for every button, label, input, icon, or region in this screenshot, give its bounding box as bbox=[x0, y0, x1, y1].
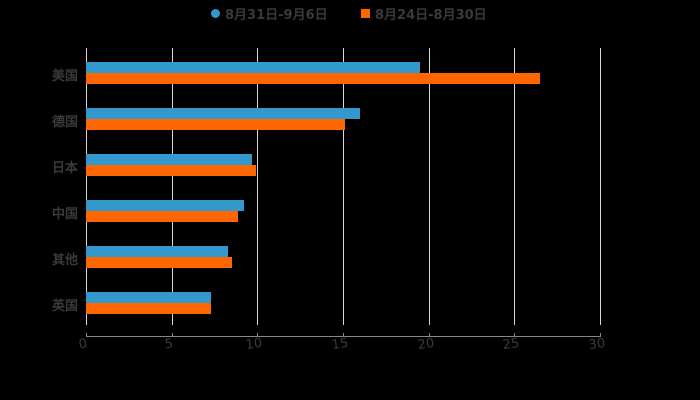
x-tick-label: 25 bbox=[501, 335, 521, 354]
bar-series-1[interactable] bbox=[86, 200, 244, 211]
x-tick-label: 5 bbox=[163, 336, 175, 353]
legend-label: 8月24日-8月30日 bbox=[375, 8, 487, 23]
legend-item-series-1[interactable]: 8月31日-9月6日 bbox=[211, 4, 328, 23]
x-tick bbox=[86, 333, 87, 337]
bar-series-1[interactable] bbox=[86, 108, 360, 119]
bar-series-2[interactable] bbox=[86, 257, 232, 268]
y-category-label: 其他 bbox=[51, 253, 78, 268]
x-tick bbox=[257, 333, 258, 337]
legend-item-series-2[interactable]: 8月24日-8月30日 bbox=[361, 4, 487, 23]
x-tick-label: 15 bbox=[330, 335, 350, 354]
bar-series-2[interactable] bbox=[86, 211, 238, 222]
bar-series-1[interactable] bbox=[86, 154, 252, 165]
gridline bbox=[343, 48, 344, 325]
y-category-label: 英国 bbox=[51, 299, 78, 314]
x-tick bbox=[600, 333, 601, 337]
bar-series-2[interactable] bbox=[86, 73, 540, 84]
y-category-label: 美国 bbox=[51, 69, 78, 84]
legend-label: 8月31日-9月6日 bbox=[225, 8, 328, 23]
legend-square-marker-icon bbox=[361, 9, 370, 18]
legend-circle-marker-icon bbox=[211, 9, 220, 18]
gridline bbox=[86, 48, 87, 325]
bar-series-1[interactable] bbox=[86, 62, 420, 73]
gridline bbox=[172, 48, 173, 325]
x-tick-label: 0 bbox=[77, 336, 89, 353]
gridline bbox=[600, 48, 601, 325]
gridline bbox=[429, 48, 430, 325]
x-tick bbox=[343, 333, 344, 337]
y-category-label: 德国 bbox=[51, 115, 78, 130]
bar-series-1[interactable] bbox=[86, 246, 228, 257]
bar-series-1[interactable] bbox=[86, 292, 211, 303]
x-tick bbox=[172, 333, 173, 337]
gridline bbox=[514, 48, 515, 325]
y-category-label: 中国 bbox=[51, 207, 78, 222]
y-category-label: 日本 bbox=[51, 161, 78, 176]
bar-series-2[interactable] bbox=[86, 119, 345, 130]
x-tick-label: 10 bbox=[244, 335, 264, 354]
x-tick-label: 30 bbox=[587, 335, 607, 354]
x-tick bbox=[429, 333, 430, 337]
bar-series-2[interactable] bbox=[86, 165, 256, 176]
chart-legend: 8月31日-9月6日 8月24日-8月30日 bbox=[0, 4, 700, 24]
gridline bbox=[257, 48, 258, 325]
x-tick-label: 20 bbox=[416, 335, 436, 354]
x-tick bbox=[514, 333, 515, 337]
bar-series-2[interactable] bbox=[86, 303, 211, 314]
